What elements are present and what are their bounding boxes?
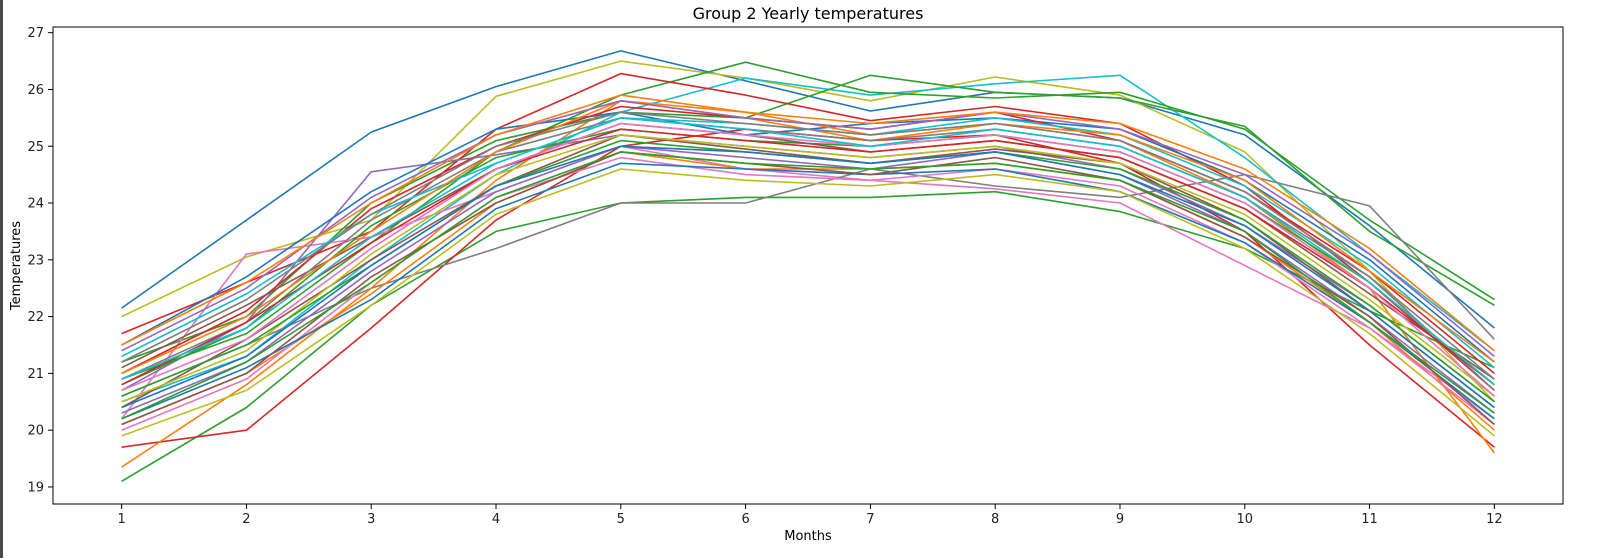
series-line-34 bbox=[121, 145, 1495, 409]
series-line-29 bbox=[121, 151, 1495, 426]
chart-title: Group 2 Yearly temperatures bbox=[693, 4, 924, 23]
y-tick-label: 19 bbox=[27, 480, 44, 495]
series-line-9 bbox=[120, 145, 1495, 420]
series-line-36 bbox=[121, 151, 1495, 420]
series-lines bbox=[120, 50, 1496, 482]
y-tick-label: 20 bbox=[27, 424, 44, 439]
x-tick-label: 11 bbox=[1361, 512, 1378, 527]
y-tick-label: 22 bbox=[27, 310, 44, 325]
y-tick-label: 26 bbox=[27, 83, 44, 98]
y-axis: 19 20 21 22 23 24 25 26 27 bbox=[27, 26, 53, 495]
x-tick-label: 2 bbox=[242, 512, 250, 527]
y-tick-label: 24 bbox=[27, 197, 44, 212]
series-line-23 bbox=[121, 117, 1495, 369]
x-tick-label: 6 bbox=[741, 512, 749, 527]
series-line-19 bbox=[121, 122, 1495, 380]
series-line-22 bbox=[121, 134, 1495, 403]
series-line-5 bbox=[121, 74, 1495, 403]
x-axis: 1 2 3 4 5 6 7 8 9 10 11 12 bbox=[117, 504, 1503, 527]
x-tick-label: 5 bbox=[617, 512, 625, 527]
series-line-3 bbox=[121, 190, 1495, 482]
series-line-7 bbox=[121, 74, 1495, 363]
window-edge bbox=[0, 0, 3, 558]
x-axis-label: Months bbox=[784, 529, 832, 544]
series-line-24 bbox=[121, 162, 1495, 420]
y-tick-label: 25 bbox=[27, 140, 44, 155]
x-tick-label: 4 bbox=[492, 512, 500, 527]
x-tick-label: 10 bbox=[1237, 512, 1254, 527]
x-tick-label: 8 bbox=[991, 512, 999, 527]
series-line-32 bbox=[121, 168, 1495, 437]
x-tick-label: 7 bbox=[866, 512, 874, 527]
series-line-30 bbox=[121, 122, 1495, 397]
series-line-35 bbox=[121, 94, 1495, 352]
x-tick-label: 1 bbox=[117, 512, 125, 527]
plot-frame bbox=[52, 26, 1564, 505]
y-tick-label: 27 bbox=[27, 26, 44, 41]
x-tick-label: 3 bbox=[367, 512, 375, 527]
x-tick-label: 9 bbox=[1116, 512, 1124, 527]
series-line-20 bbox=[121, 156, 1495, 431]
y-tick-label: 21 bbox=[27, 367, 44, 382]
x-tick-label: 12 bbox=[1486, 512, 1503, 527]
series-line-31 bbox=[121, 111, 1495, 380]
series-line-27 bbox=[121, 128, 1495, 386]
y-axis-label: Temperatures bbox=[9, 221, 24, 311]
series-line-33 bbox=[121, 117, 1495, 386]
series-line-28 bbox=[121, 100, 1495, 358]
y-tick-label: 23 bbox=[27, 253, 44, 268]
series-line-1 bbox=[121, 50, 1495, 329]
